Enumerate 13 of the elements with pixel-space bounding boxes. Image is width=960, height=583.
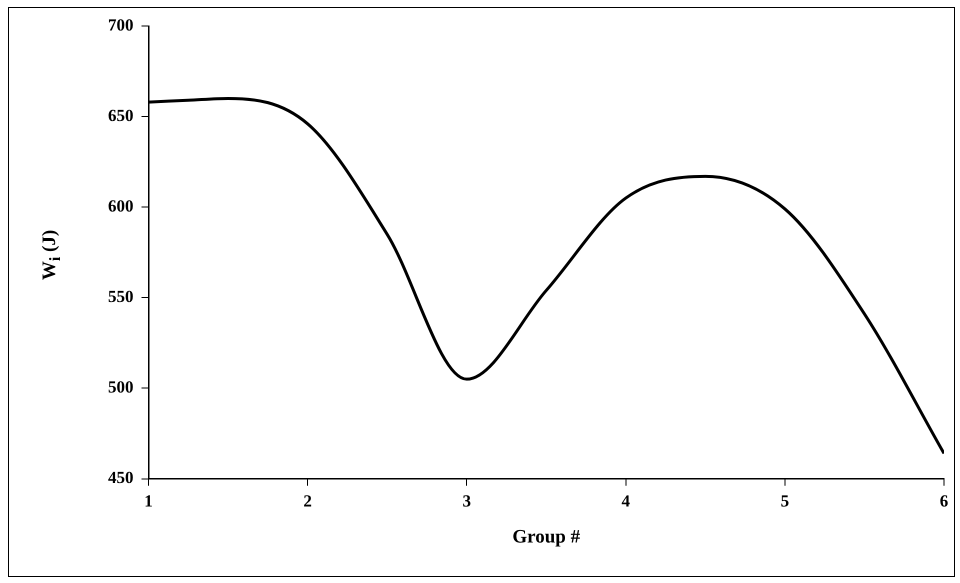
x-tick-label: 2 [303, 491, 312, 510]
y-tick-label: 600 [108, 196, 134, 216]
y-tick-label: 450 [108, 468, 134, 488]
y-tick-label: 550 [108, 287, 134, 306]
y-tick-label: 500 [108, 378, 134, 397]
x-axis-title: Group # [512, 526, 581, 548]
x-tick-label: 5 [780, 491, 790, 510]
y-tick-label: 700 [108, 15, 134, 34]
x-tick-label: 1 [144, 491, 153, 510]
x-tick-label: 6 [940, 491, 948, 510]
y-tick-label: 650 [108, 106, 134, 125]
x-tick-label: 4 [622, 491, 631, 510]
x-tick-label: 3 [462, 491, 471, 510]
